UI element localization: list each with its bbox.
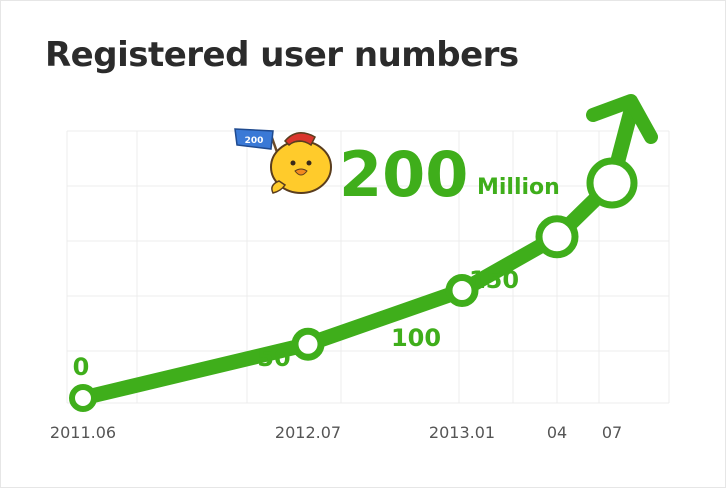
series-line-path [75, 175, 620, 406]
data-label: 100 [391, 324, 441, 352]
chick-eye [306, 160, 312, 166]
chick-eye [290, 160, 296, 166]
data-label: 150 [469, 266, 519, 294]
data-labels: 0 50 100 150 [73, 266, 519, 381]
highlight-unit: Million [477, 175, 560, 200]
trend-arrow-head [586, 94, 658, 144]
cap-icon [283, 132, 316, 147]
data-label: 0 [73, 353, 90, 381]
highlight-value: 200 [339, 138, 468, 211]
x-tick-label: 07 [602, 423, 622, 442]
data-point [445, 274, 479, 307]
chart-title: Registered user numbers [45, 35, 519, 75]
chick-mascot-icon: 200 [234, 128, 332, 194]
chick-beak [294, 168, 308, 176]
flag-icon [234, 128, 274, 150]
x-tick-label: 2011.06 [50, 423, 116, 442]
chick-wing [271, 180, 287, 194]
data-point [535, 215, 579, 259]
x-tick-label: 2012.07 [275, 423, 341, 442]
data-point [69, 384, 97, 412]
data-point [586, 157, 638, 209]
data-point [291, 327, 325, 361]
flag-text: 200 [245, 136, 264, 146]
data-label: 50 [257, 344, 290, 372]
x-tick-label: 2013.01 [429, 423, 495, 442]
data-points [69, 157, 638, 412]
x-tick-label: 04 [547, 423, 567, 442]
x-tick-labels: 2011.06 2012.07 2013.01 04 07 [50, 423, 622, 442]
